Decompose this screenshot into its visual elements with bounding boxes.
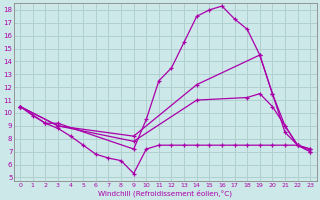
X-axis label: Windchill (Refroidissement éolien,°C): Windchill (Refroidissement éolien,°C) bbox=[98, 189, 232, 197]
